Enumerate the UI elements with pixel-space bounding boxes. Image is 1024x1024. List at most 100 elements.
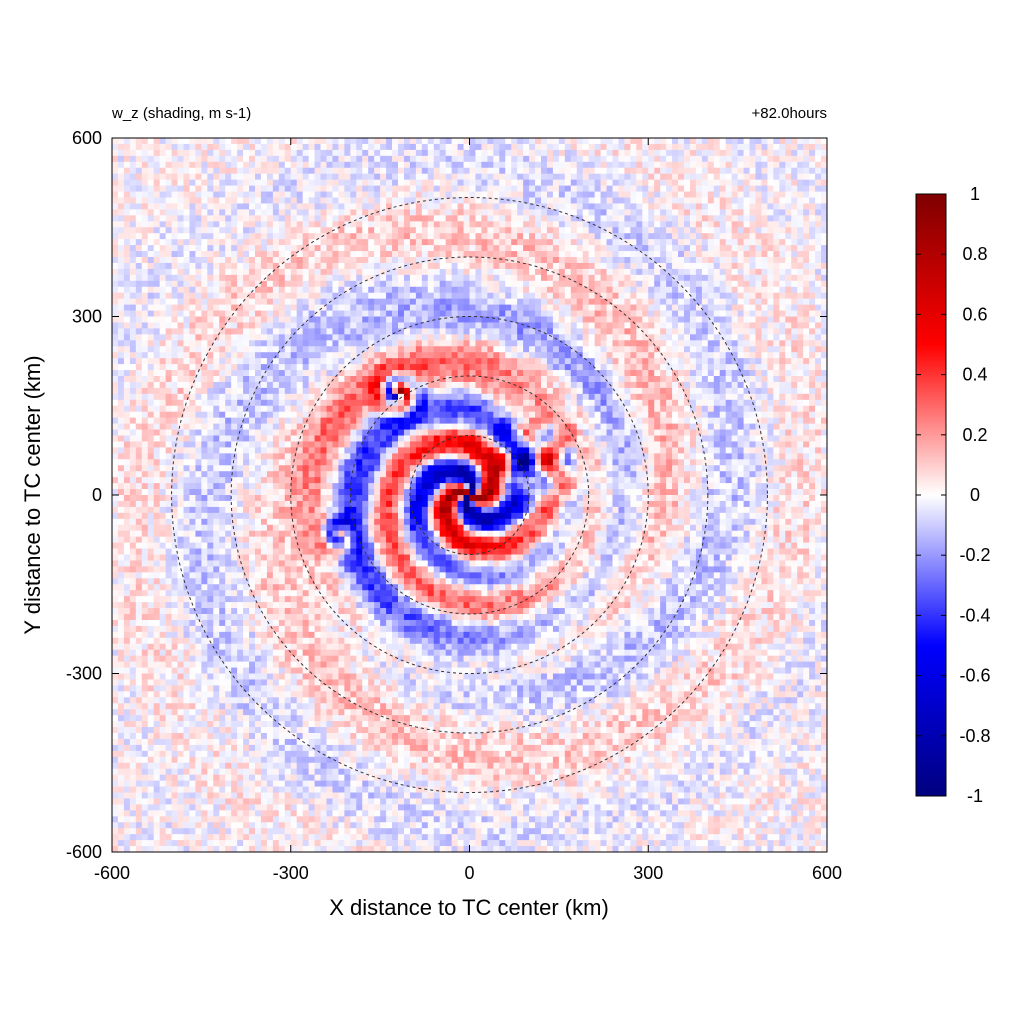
heatmap-cell	[112, 637, 119, 645]
heatmap-cell	[213, 685, 220, 692]
heatmap-cell	[159, 310, 167, 317]
heatmap-cell	[219, 727, 226, 734]
heatmap-cell	[356, 328, 363, 335]
heatmap-cell	[326, 340, 333, 347]
heatmap-cell	[225, 727, 232, 734]
heatmap-cell	[213, 744, 220, 752]
heatmap-cell	[165, 185, 172, 192]
heatmap-cell	[231, 239, 238, 246]
heatmap-cell	[272, 471, 280, 478]
heatmap-cell	[326, 500, 333, 508]
heatmap-cell	[213, 304, 220, 311]
heatmap-cell	[332, 245, 339, 252]
heatmap-cell	[249, 542, 256, 549]
heatmap-cell	[117, 477, 125, 484]
heatmap-cell	[290, 768, 298, 776]
heatmap-cell	[123, 203, 131, 210]
heatmap-cell	[177, 673, 184, 680]
heatmap-cell	[135, 602, 143, 609]
heatmap-cell	[266, 697, 274, 704]
heatmap-cell	[308, 227, 315, 234]
heatmap-cell	[219, 429, 226, 436]
heatmap-cell	[183, 661, 190, 668]
heatmap-cell	[338, 298, 345, 305]
heatmap-cell	[249, 453, 256, 460]
heatmap-cell	[171, 721, 178, 728]
heatmap-cell	[171, 322, 178, 329]
heatmap-cell	[272, 834, 280, 841]
heatmap-cell	[123, 459, 131, 466]
heatmap-cell	[141, 756, 149, 764]
heatmap-cell	[332, 495, 339, 502]
heatmap-cell	[320, 167, 327, 175]
heatmap-cell	[260, 744, 268, 752]
heatmap-cell	[284, 411, 292, 419]
heatmap-cell	[201, 602, 208, 609]
heatmap-cell	[249, 167, 256, 175]
heatmap-cell	[320, 358, 327, 365]
heatmap-cell	[147, 399, 155, 407]
heatmap-cell	[231, 370, 238, 377]
heatmap-cell	[314, 834, 321, 841]
heatmap-cell	[344, 441, 351, 448]
heatmap-cell	[350, 738, 357, 746]
heatmap-cell	[296, 405, 304, 413]
heatmap-cell	[356, 387, 363, 395]
heatmap-cell	[165, 733, 172, 740]
heatmap-cell	[147, 423, 155, 430]
heatmap-cell	[249, 816, 256, 823]
heatmap-cell	[249, 715, 256, 722]
heatmap-cell	[183, 286, 190, 294]
heatmap-cell	[123, 376, 131, 383]
heatmap-cell	[356, 251, 363, 258]
heatmap-cell	[320, 536, 327, 543]
heatmap-cell	[165, 399, 172, 407]
heatmap-cell	[314, 322, 321, 329]
heatmap-cell	[255, 447, 262, 454]
heatmap-cell	[112, 221, 119, 228]
heatmap-cell	[243, 209, 250, 216]
heatmap-cell	[272, 459, 280, 466]
heatmap-cell	[129, 590, 137, 597]
heatmap-cell	[308, 471, 315, 478]
heatmap-cell	[213, 679, 220, 686]
heatmap-cell	[112, 423, 119, 430]
heatmap-cell	[320, 804, 327, 811]
heatmap-cell	[290, 667, 298, 674]
heatmap-cell	[314, 387, 321, 395]
heatmap-cell	[177, 489, 184, 496]
heatmap-cell	[112, 286, 119, 294]
heatmap-cell	[284, 679, 292, 686]
heatmap-cell	[189, 560, 196, 567]
heatmap-cell	[326, 143, 333, 151]
heatmap-cell	[296, 364, 304, 371]
heatmap-cell	[165, 721, 172, 728]
heatmap-cell	[153, 453, 161, 460]
heatmap-cell	[213, 292, 220, 300]
heatmap-cell	[225, 738, 232, 746]
heatmap-cell	[225, 822, 232, 829]
heatmap-cell	[338, 251, 345, 258]
heatmap-cell	[266, 465, 274, 472]
heatmap-cell	[237, 810, 244, 817]
heatmap-cell	[117, 637, 125, 645]
heatmap-cell	[249, 756, 256, 764]
heatmap-cell	[278, 429, 286, 436]
heatmap-cell	[260, 602, 268, 609]
heatmap-cell	[201, 768, 208, 776]
heatmap-cell	[189, 411, 196, 419]
heatmap-cell	[350, 328, 357, 335]
heatmap-cell	[147, 441, 155, 448]
heatmap-cell	[117, 483, 125, 490]
heatmap-cell	[266, 691, 274, 698]
heatmap-cell	[260, 846, 268, 852]
heatmap-cell	[141, 316, 149, 323]
heatmap-cell	[320, 221, 327, 228]
heatmap-cell	[266, 221, 274, 228]
heatmap-cell	[219, 536, 226, 543]
heatmap-cell	[135, 703, 143, 710]
heatmap-cell	[117, 179, 125, 186]
heatmap-cell	[266, 608, 274, 615]
heatmap-cell	[356, 149, 363, 157]
heatmap-cell	[189, 203, 196, 210]
